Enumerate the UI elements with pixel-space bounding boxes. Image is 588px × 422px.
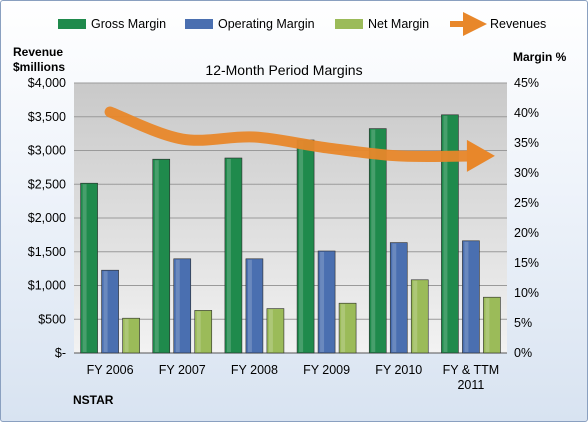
bar-highlight xyxy=(247,259,252,352)
bar-highlight xyxy=(485,298,490,352)
y-right-label: Margin % xyxy=(513,50,567,64)
y-left-tick-label: $- xyxy=(55,346,66,360)
y-left-label-line1: Revenue xyxy=(13,45,63,59)
chart-title: 12-Month Period Margins xyxy=(205,62,362,78)
y-right-tick-label: 15% xyxy=(514,256,539,270)
y-right-tick-label: 25% xyxy=(514,196,539,210)
bar-highlight xyxy=(320,252,325,352)
y-right-tick-label: 0% xyxy=(514,346,532,360)
operating-margin-bar xyxy=(389,242,408,354)
x-category-labels: FY 2006 FY 2007 FY 2008 FY 2009 FY 2010 FY & … xyxy=(87,363,500,392)
x-category-label: FY 2009 xyxy=(303,363,350,377)
bar-highlight xyxy=(341,304,346,352)
bar-highlight xyxy=(82,184,87,352)
legend-swatch-operating-margin xyxy=(185,19,213,29)
x-category-label: FY 2010 xyxy=(375,363,422,377)
bar-highlight xyxy=(124,319,129,352)
net-margin-bar xyxy=(122,317,140,354)
y-left-tick-label: $1,000 xyxy=(28,279,66,293)
y-right-tick-label: 35% xyxy=(514,136,539,150)
y-left-tick-label: $2,000 xyxy=(28,211,66,225)
y-left-tick-label: $3,500 xyxy=(28,110,66,124)
bars-group xyxy=(80,114,501,354)
y-right-tick-label: 10% xyxy=(514,286,539,300)
bar-highlight xyxy=(226,159,231,352)
x-category-label-line2: 2011 xyxy=(457,378,484,392)
y-left-tick-label: $1,500 xyxy=(28,245,66,259)
legend-label-net-margin: Net Margin xyxy=(368,17,429,31)
gross-margin-bar xyxy=(152,158,171,354)
bar-highlight xyxy=(175,259,180,352)
x-category-label: FY & TTM xyxy=(443,363,500,377)
y-right-ticks: 0% 5% 10% 15% 20% 25% 30% 35% 40% 45% xyxy=(514,76,539,360)
gross-margin-bar xyxy=(368,128,387,354)
y-left-tick-label: $500 xyxy=(38,312,66,326)
bar-highlight xyxy=(196,311,201,352)
legend-swatch-gross-margin xyxy=(58,19,86,29)
y-left-ticks: $- $500 $1,000 $1,500 $2,000 $2,500 $3,000 $3,5… xyxy=(28,76,66,360)
y-right-tick-label: 30% xyxy=(514,166,539,180)
x-category-label: FY 2006 xyxy=(87,363,134,377)
net-margin-bar xyxy=(338,302,357,354)
bar-highlight xyxy=(392,243,397,352)
gross-margin-bar xyxy=(80,182,98,354)
net-margin-bar xyxy=(266,308,285,354)
legend: Gross Margin Operating Margin Net Margin… xyxy=(58,12,546,36)
legend-label-revenues: Revenues xyxy=(490,17,546,31)
bar-highlight xyxy=(413,280,418,352)
legend-label-operating-margin: Operating Margin xyxy=(218,17,315,31)
y-right-tick-label: 45% xyxy=(514,76,539,90)
gross-margin-bar xyxy=(441,114,459,354)
bar-highlight xyxy=(268,309,273,352)
net-margin-bar xyxy=(483,296,501,354)
y-left-label-line2: $millions xyxy=(13,60,65,74)
company-label: NSTAR xyxy=(73,393,114,407)
revenue-line-group xyxy=(104,106,495,172)
operating-margin-bar xyxy=(317,250,336,354)
y-left-tick-label: $2,500 xyxy=(28,177,66,191)
revenue-arrowhead xyxy=(466,139,495,172)
net-margin-bar xyxy=(410,279,429,354)
bar-highlight xyxy=(464,241,469,352)
operating-margin-bar xyxy=(101,269,119,354)
net-margin-bar xyxy=(194,310,213,354)
bar-highlight xyxy=(103,271,108,352)
operating-margin-bar xyxy=(245,258,264,354)
x-category-label: FY 2007 xyxy=(159,363,206,377)
y-left-tick-label: $4,000 xyxy=(28,76,66,90)
y-right-tick-label: 20% xyxy=(514,226,539,240)
y-right-tick-label: 40% xyxy=(514,106,539,120)
revenue-line xyxy=(104,106,483,162)
legend-swatch-net-margin xyxy=(335,19,363,29)
bar-highlight xyxy=(443,115,448,352)
operating-margin-bar xyxy=(462,240,480,354)
bar-highlight xyxy=(299,141,304,352)
bar-highlight xyxy=(154,160,159,352)
gridlines xyxy=(74,82,507,354)
gross-margin-bar xyxy=(224,157,243,354)
y-left-tick-label: $3,000 xyxy=(28,144,66,158)
legend-label-gross-margin: Gross Margin xyxy=(91,17,166,31)
y-right-tick-label: 5% xyxy=(514,316,532,330)
operating-margin-bar xyxy=(173,258,192,354)
x-category-label: FY 2008 xyxy=(231,363,278,377)
bar-highlight xyxy=(371,129,376,352)
